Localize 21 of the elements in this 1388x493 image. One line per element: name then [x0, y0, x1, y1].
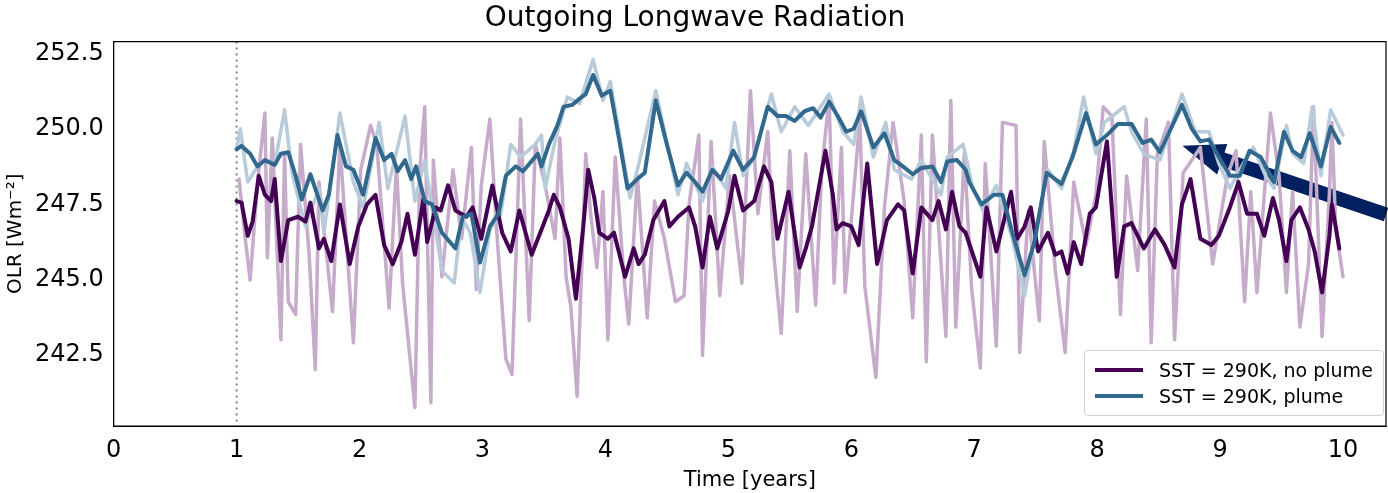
x-tick-label: 9	[1212, 434, 1228, 463]
x-tick-label: 3	[474, 434, 491, 463]
y-axis-title: OLR [Wm⁻²]	[2, 173, 27, 295]
legend-label: SST = 290K, no plume	[1159, 359, 1373, 381]
x-tick-label: 1	[228, 434, 245, 463]
y-tick-label: 247.5	[34, 188, 104, 217]
legend-label: SST = 290K, plume	[1159, 385, 1344, 407]
x-tick-label: 10	[1327, 434, 1359, 463]
y-tick-label: 252.5	[34, 37, 104, 66]
y-tick-label: 242.5	[34, 339, 104, 368]
chart-title: Outgoing Longwave Radiation	[484, 0, 906, 34]
y-tick-label: 250.0	[34, 113, 104, 142]
x-axis-title: Time [years]	[682, 466, 816, 491]
x-tick-label: 6	[843, 434, 859, 463]
x-tick-label: 7	[966, 434, 982, 463]
x-tick-label: 8	[1089, 434, 1105, 463]
x-tick-label: 4	[597, 434, 614, 463]
x-tick-label: 5	[720, 434, 736, 463]
y-tick-label: 245.0	[34, 264, 104, 293]
x-tick-label: 0	[106, 434, 122, 463]
x-tick-label: 2	[351, 434, 368, 463]
